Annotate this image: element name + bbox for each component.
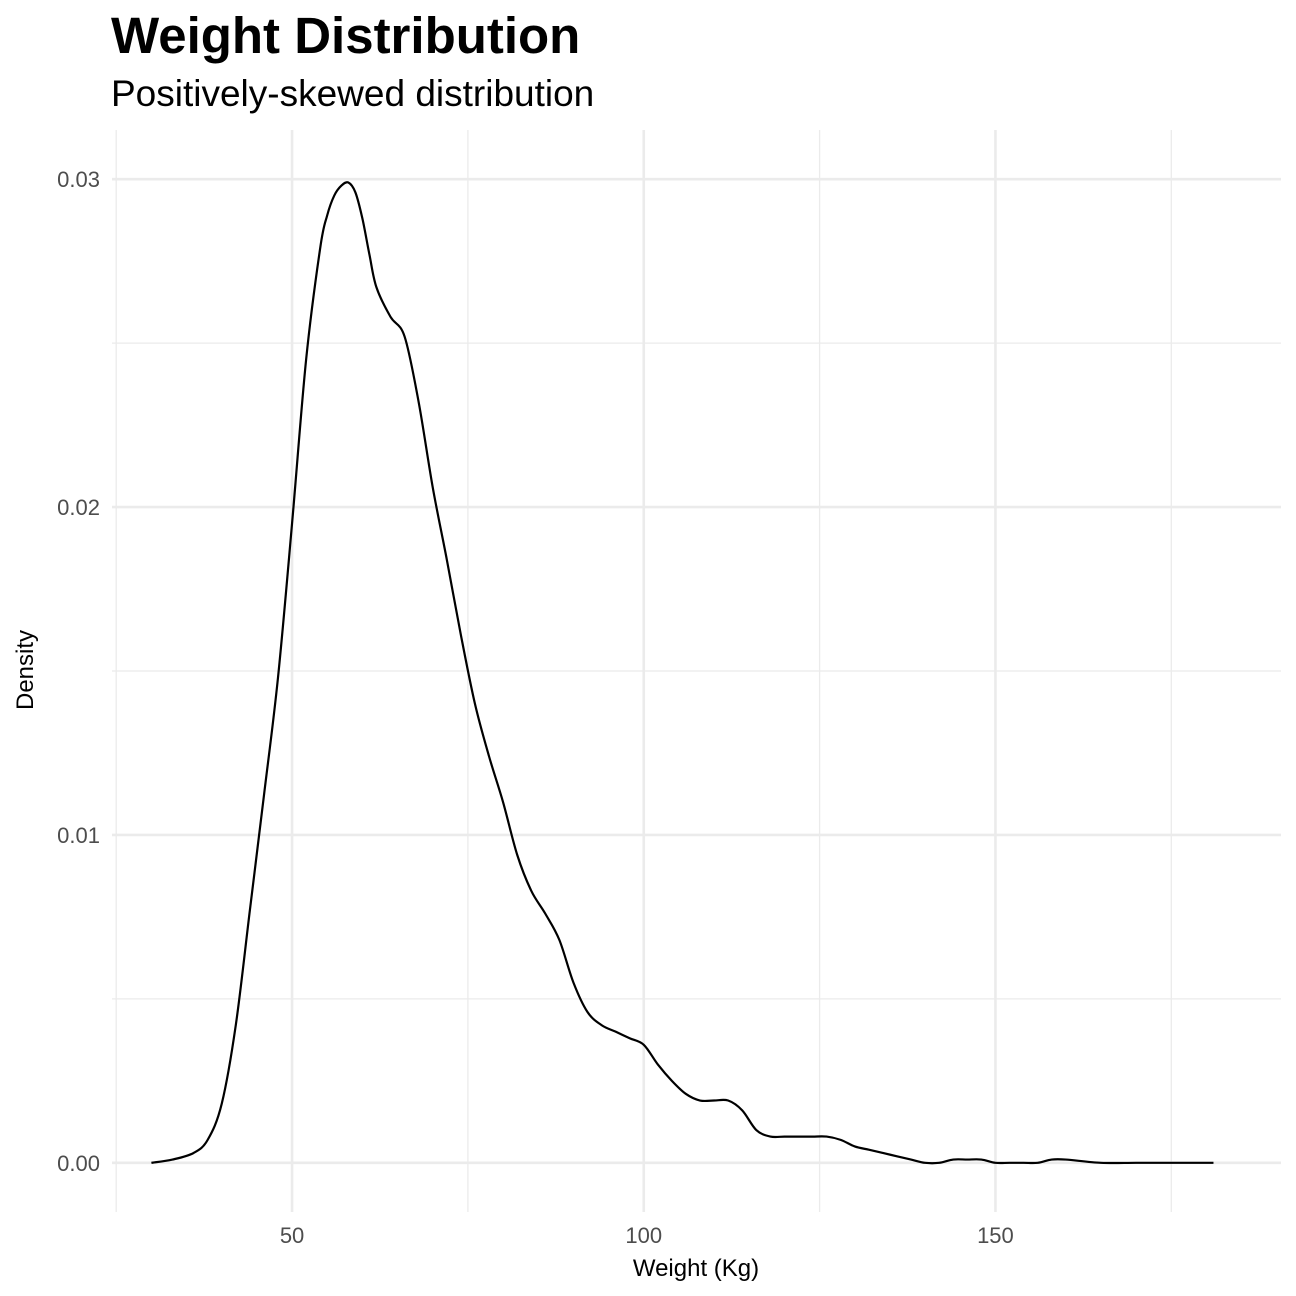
y-tick-label: 0.01: [57, 823, 100, 848]
x-tick-label: 50: [280, 1223, 304, 1248]
y-tick-label: 0.00: [57, 1151, 100, 1176]
y-tick-label: 0.02: [57, 495, 100, 520]
x-axis-title: Weight (Kg): [633, 1255, 759, 1282]
series-layer: [151, 181, 1214, 1165]
density-curve: [151, 181, 1214, 1165]
y-axis-title: Density: [12, 630, 39, 710]
chart-subtitle: Positively-skewed distribution: [111, 73, 595, 114]
y-tick-label: 0.03: [57, 167, 100, 192]
x-tick-label: 100: [625, 1223, 662, 1248]
chart-title: Weight Distribution: [111, 7, 581, 64]
major-gridlines: [112, 130, 1281, 1212]
x-axis-ticks: 50 100 150: [280, 1223, 1014, 1248]
y-axis-ticks: 0.00 0.01 0.02 0.03: [57, 167, 100, 1176]
x-tick-label: 150: [977, 1223, 1014, 1248]
minor-gridlines: [112, 130, 1281, 1212]
